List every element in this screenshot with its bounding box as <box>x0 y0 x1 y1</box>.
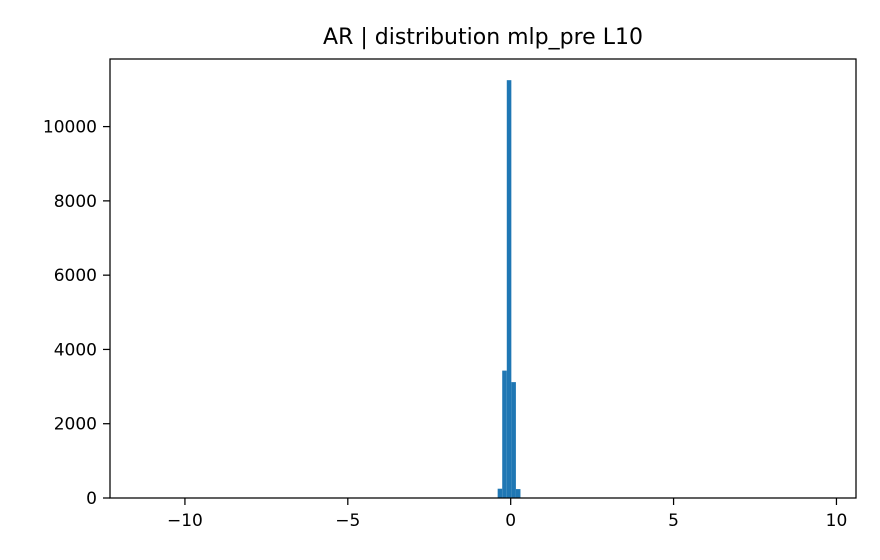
x-tick-label: 10 <box>826 511 848 531</box>
y-axis: 0 2000 4000 6000 8000 10000 <box>43 118 110 509</box>
y-tick-label: 2000 <box>54 415 97 435</box>
x-tick-label: −5 <box>335 511 360 531</box>
histogram-bar-0 <box>497 488 503 498</box>
plot-area-frame <box>109 58 857 499</box>
histogram-bar-4 <box>515 489 521 498</box>
y-tick-label: 8000 <box>54 192 97 212</box>
histogram-bar-1 <box>502 370 507 498</box>
x-tick-label: 0 <box>505 511 516 531</box>
y-tick-label: 6000 <box>54 266 97 286</box>
chart-title: AR | distribution mlp_pre L10 <box>323 25 643 50</box>
y-tick-label: 0 <box>86 489 97 509</box>
histogram-bar-2 <box>506 80 512 499</box>
x-axis: −10 −5 0 5 10 <box>167 498 847 531</box>
y-tick-label: 4000 <box>54 340 97 360</box>
x-tick-label: 5 <box>668 511 679 531</box>
x-tick-label: −10 <box>167 511 203 531</box>
y-tick-label: 10000 <box>43 118 97 138</box>
histogram-bars <box>497 80 521 499</box>
histogram-bar-3 <box>511 382 516 498</box>
